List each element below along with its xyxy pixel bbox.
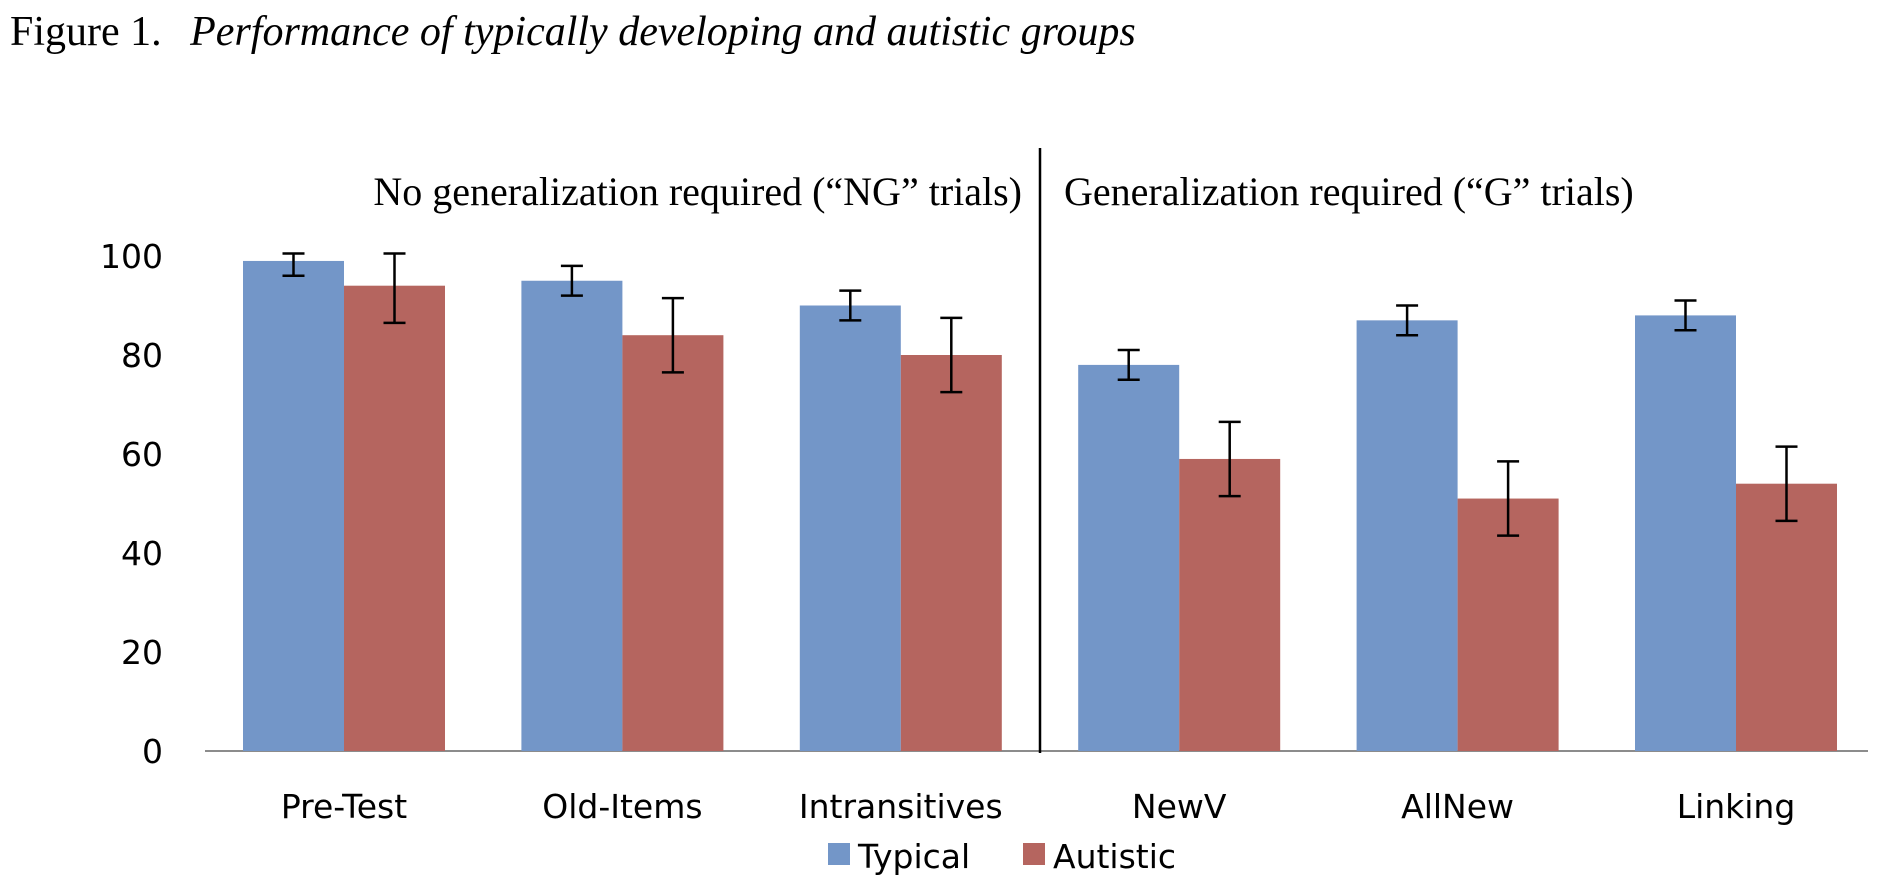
- y-tick-label: 0: [142, 732, 163, 771]
- legend-swatch-typical: [828, 843, 850, 865]
- figure-caption: Figure 1. Performance of typically devel…: [10, 8, 1136, 56]
- y-tick-label: 40: [121, 534, 163, 573]
- bar-autistic-allnew: [1457, 498, 1559, 751]
- x-tick-label: Old-Items: [542, 787, 702, 826]
- bar-autistic-intransitives: [900, 355, 1002, 751]
- section-label-ng: No generalization required (“NG” trials): [373, 169, 1022, 214]
- bar-typical-intransitives: [799, 305, 901, 751]
- figure-title: Performance of typically developing and …: [190, 9, 1136, 55]
- bar-typical-allnew: [1356, 320, 1458, 751]
- x-tick-label: Linking: [1677, 787, 1796, 826]
- y-tick-label: 100: [100, 237, 163, 276]
- y-tick-label: 80: [121, 336, 163, 375]
- bar-autistic-pre-test: [344, 285, 445, 751]
- y-tick-label: 60: [121, 435, 163, 474]
- bar-typical-old-items: [521, 280, 623, 751]
- x-tick-label: Pre-Test: [281, 787, 407, 826]
- x-tick-label: NewV: [1132, 787, 1227, 826]
- x-tick-label: AllNew: [1401, 787, 1514, 826]
- bar-autistic-old-items: [622, 335, 724, 751]
- legend-swatch-autistic: [1023, 843, 1045, 865]
- bar-typical-linking: [1635, 315, 1736, 751]
- bar-autistic-linking: [1736, 483, 1837, 751]
- y-tick-label: 20: [121, 633, 163, 672]
- figure-label: Figure 1.: [10, 9, 162, 55]
- legend-label-typical: Typical: [857, 837, 970, 876]
- bar-typical-newv: [1078, 364, 1180, 751]
- legend-label-autistic: Autistic: [1053, 837, 1176, 876]
- bar-typical-pre-test: [243, 260, 344, 751]
- section-label-g: Generalization required (“G” trials): [1064, 169, 1634, 214]
- x-tick-label: Intransitives: [799, 787, 1003, 826]
- bar-autistic-newv: [1179, 458, 1281, 751]
